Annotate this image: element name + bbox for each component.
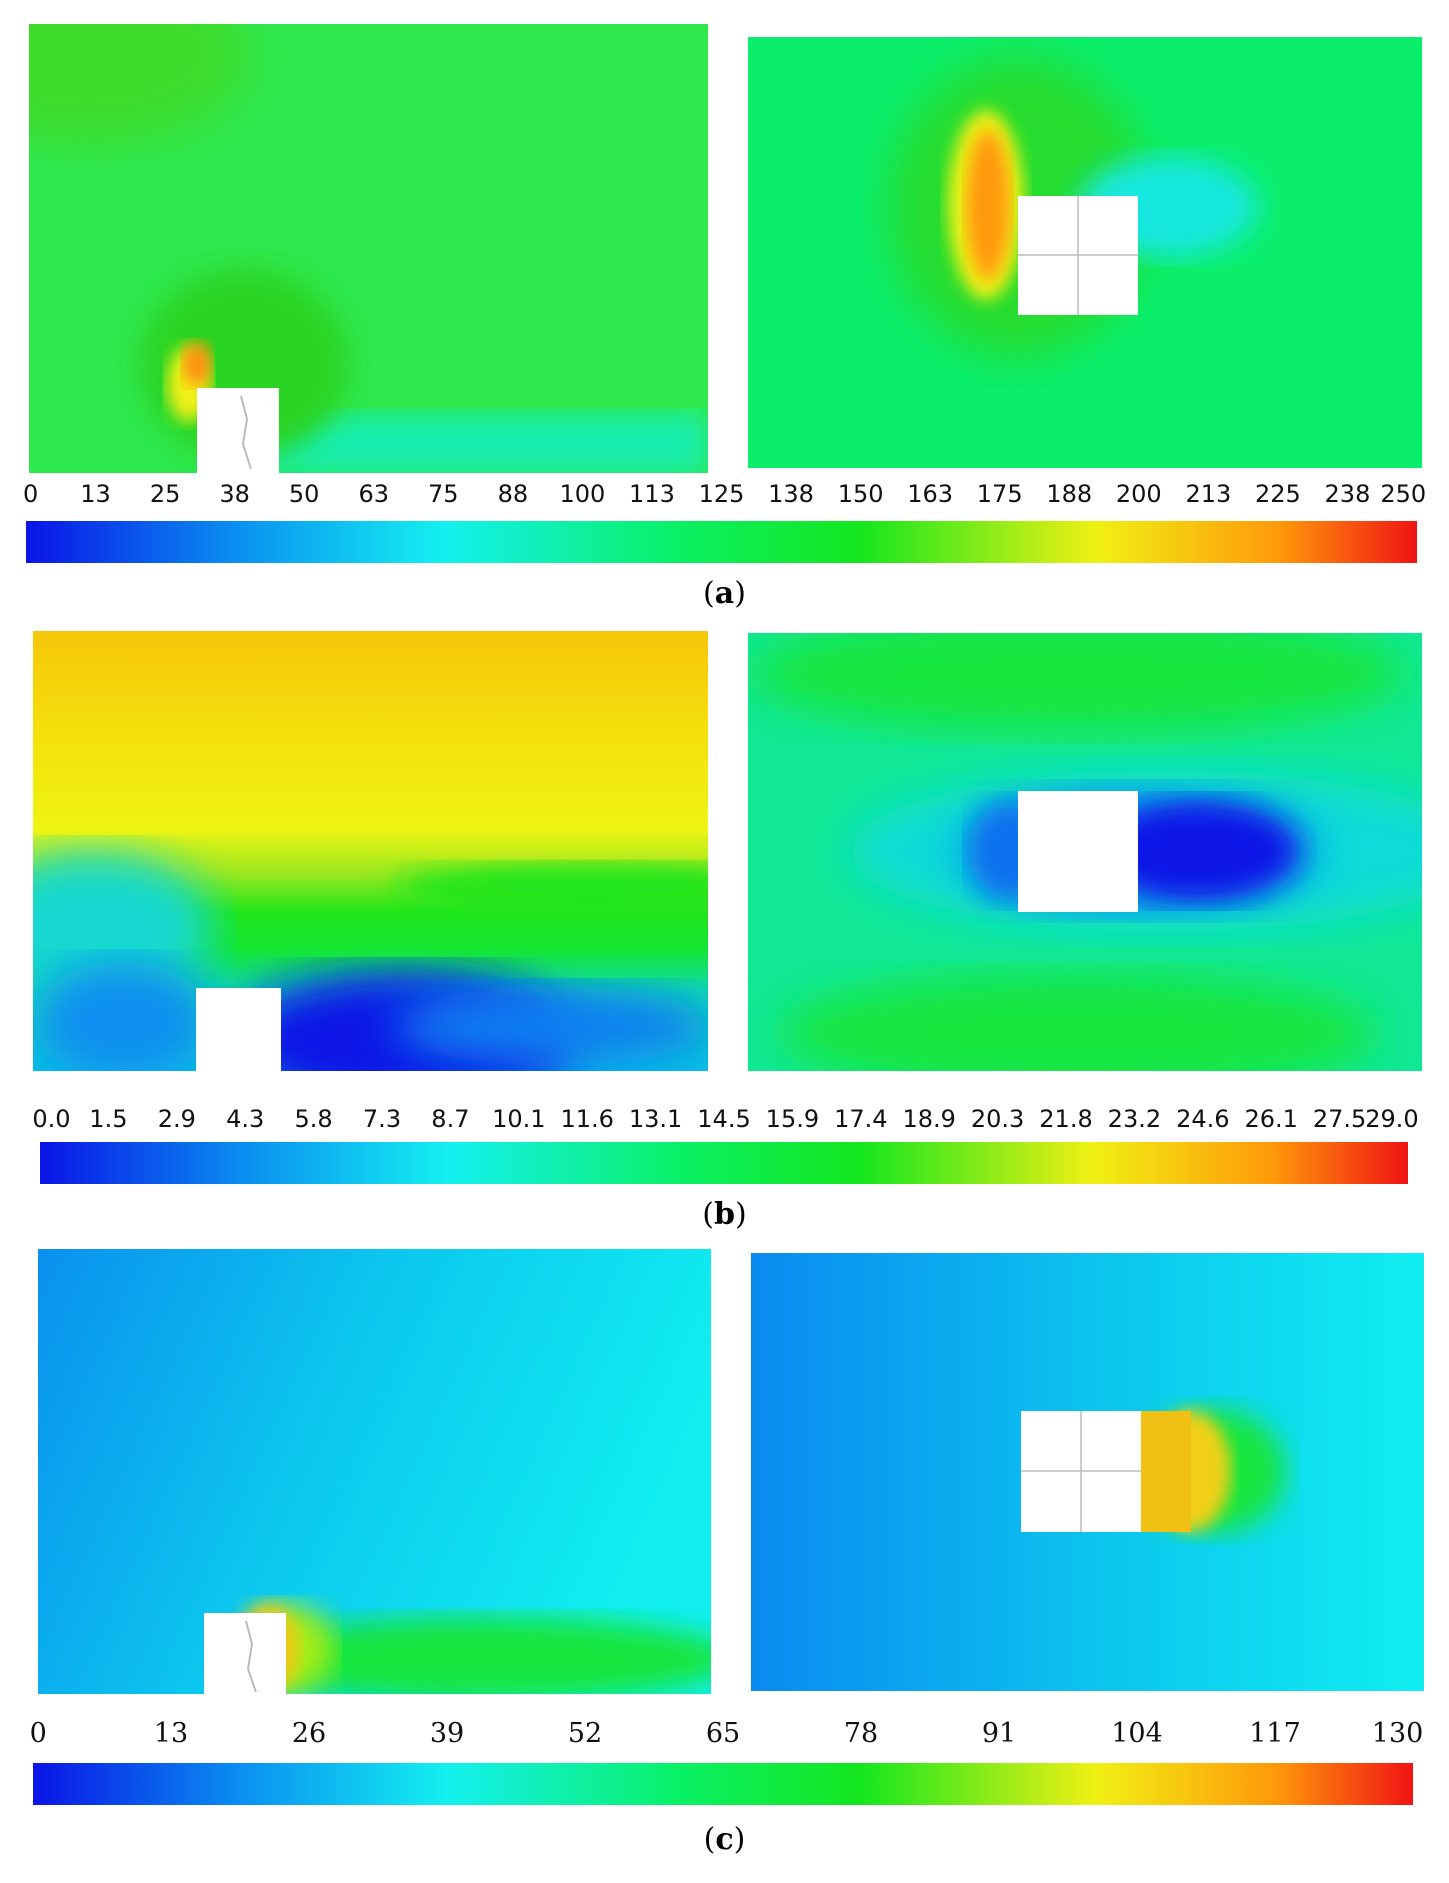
colorbar-tick-label: 0: [29, 1718, 47, 1749]
colorbar-tick-label: 0: [22, 480, 39, 508]
colorbar: [26, 521, 1417, 563]
colorbar-tick-label: 4.3: [226, 1105, 265, 1133]
contour-plot-a-top-view: [748, 37, 1422, 468]
colorbar-tick-label: 13.1: [628, 1105, 683, 1133]
cube-obstacle: [196, 988, 281, 1071]
colorbar-tick-label: 78: [843, 1718, 879, 1749]
colorbar-tick-label: 50: [288, 480, 320, 508]
colorbar-tick-labels: 0 13 26 39 52 65 78 91 104 117 130: [29, 1718, 1424, 1749]
colorbar-tick-label: 17.4: [834, 1105, 888, 1133]
colorbar-tick-label: 163: [907, 480, 954, 508]
colorbar: [33, 1763, 1413, 1805]
colorbar-tick-label: 200: [1115, 480, 1162, 508]
colorbar-tick-label: 117: [1249, 1718, 1301, 1749]
colorbar-tick-label: 7.3: [362, 1105, 402, 1133]
colorbar-tick-label: 213: [1185, 480, 1232, 508]
colorbar-tick-label: 15.9: [765, 1105, 820, 1133]
colorbar-tick-label: 13: [80, 480, 111, 508]
caption-b: (b): [702, 1197, 747, 1232]
colorbar-tick-label: 39: [429, 1718, 465, 1749]
colorbar-tick-label: 27.5: [1312, 1105, 1367, 1133]
contour-plot-c-top-view: [751, 1253, 1424, 1691]
colorbar-tick-label: 125: [698, 480, 745, 508]
colorbar-tick-label: 150: [837, 480, 884, 508]
colorbar-tick-label: 250: [1380, 480, 1427, 508]
colorbar-tick-label: 65: [705, 1718, 741, 1749]
colorbar-tick-label: 75: [428, 480, 459, 508]
cube-obstacle: [1018, 791, 1138, 912]
colorbar-tick-label: 18.9: [902, 1105, 956, 1133]
colorbar: [40, 1142, 1408, 1184]
colorbar-tick-label: 26.1: [1244, 1105, 1298, 1133]
colorbar-tick-label: 10.1: [492, 1105, 546, 1133]
cube-obstacle: [197, 388, 279, 473]
colorbar-tick-label: 138: [768, 480, 814, 508]
colorbar-tick-label: 13: [153, 1718, 189, 1749]
colorbar-tick-label: 238: [1324, 480, 1371, 508]
colorbar-tick-label: 0.0: [32, 1105, 71, 1133]
contour-plot-a-side-view: [29, 24, 708, 473]
contour-plot-c-side-view: [38, 1249, 711, 1694]
cube-obstacle: [204, 1613, 286, 1694]
colorbar-tick-label: 2.9: [157, 1105, 196, 1133]
colorbar-tick-label: 11.6: [560, 1105, 614, 1133]
colorbar-tick-label: 100: [559, 480, 606, 508]
caption-c: (c): [703, 1822, 746, 1857]
colorbar-tick-label: 88: [497, 480, 529, 508]
colorbar-tick-label: 188: [1046, 480, 1093, 508]
colorbar-tick-label: 38: [219, 480, 250, 508]
colorbar-tick-label: 104: [1111, 1718, 1163, 1749]
contour-plot-b-side-view: [33, 631, 708, 1071]
colorbar-tick-label: 1.5: [89, 1105, 128, 1133]
colorbar-tick-label: 63: [358, 480, 390, 508]
colorbar-tick-label: 24.6: [1176, 1105, 1230, 1133]
contour-plot-b-top-view: [748, 633, 1422, 1071]
colorbar-tick-label: 26: [291, 1718, 327, 1749]
colorbar-tick-labels: 0 13 25 38 50 63 75 88 100 113 125 138 150 163 175 188 2…: [22, 480, 1426, 510]
colorbar-tick-label: 113: [629, 480, 675, 508]
colorbar-tick-label: 225: [1254, 480, 1301, 508]
colorbar-tick-label: 52: [567, 1718, 603, 1749]
colorbar-tick-label: 14.5: [697, 1105, 751, 1133]
colorbar-tick-label: 8.7: [431, 1105, 470, 1133]
colorbar-tick-label: 23.2: [1107, 1105, 1162, 1133]
colorbar-tick-label: 25: [149, 480, 181, 508]
colorbar-tick-label: 21.8: [1039, 1105, 1093, 1133]
colorbar-tick-label: 5.8: [294, 1105, 333, 1133]
colorbar-tick-label: 91: [981, 1718, 1017, 1749]
caption-a: (a): [703, 576, 746, 611]
colorbar-tick-labels: 0.0 1.5 2.9 4.3 5.8 7.3 8.7 10.1 11.6 13.1 14.5 15.…: [32, 1105, 1418, 1135]
colorbar-tick-label: 130: [1371, 1718, 1424, 1749]
colorbar-tick-label: 20.3: [970, 1105, 1025, 1133]
colorbar-tick-label: 29.0: [1365, 1105, 1419, 1133]
colorbar-tick-label: 175: [976, 480, 1023, 508]
